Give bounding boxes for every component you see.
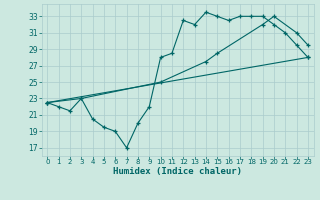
X-axis label: Humidex (Indice chaleur): Humidex (Indice chaleur) — [113, 167, 242, 176]
